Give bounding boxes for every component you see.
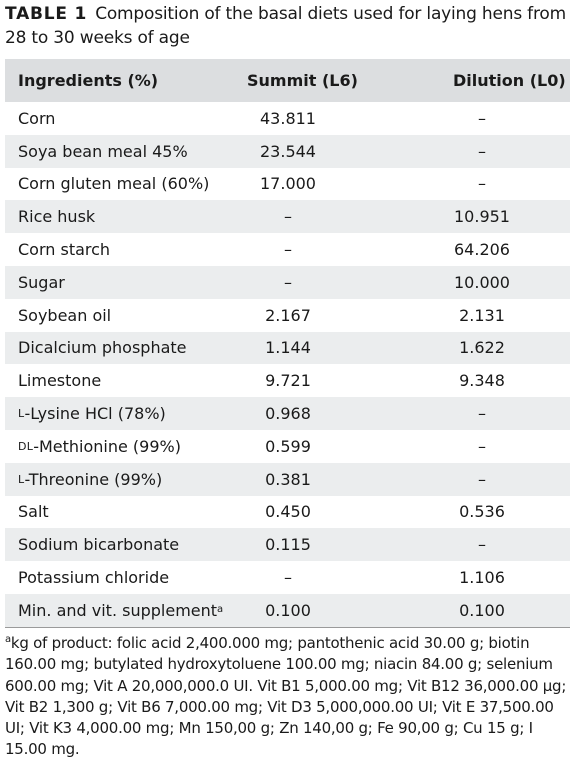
ingredient-name: Corn starch xyxy=(18,240,111,260)
dilution-value: – xyxy=(478,469,486,489)
ingredient-name: -Threonine (99%) xyxy=(24,469,163,489)
ingredient-cell: Min. and vit. supplement a xyxy=(18,600,224,620)
summit-value: 9.721 xyxy=(265,371,311,391)
table-caption: TABLE 1 Composition of the basal diets us… xyxy=(5,2,570,50)
table-row: Corn gluten meal (60%) 17.000 – xyxy=(5,168,570,201)
composition-table: Ingredients (%) Summit (L6) Dilution (L0… xyxy=(5,59,570,628)
summit-value: – xyxy=(284,240,292,260)
summit-value: 17.000 xyxy=(260,174,316,194)
ingredient-name: Rice husk xyxy=(18,207,96,227)
table-row: L -Lysine HCl (78%) 0.968 – xyxy=(5,397,570,430)
dilution-value: 10.951 xyxy=(454,207,510,227)
dilution-value: 10.000 xyxy=(454,272,510,292)
ingredient-name: Sodium bicarbonate xyxy=(18,535,180,555)
ingredient-name: Soya bean meal 45% xyxy=(18,141,188,161)
footnote-marker: a xyxy=(5,634,11,645)
ingredient-cell: Soya bean meal 45% xyxy=(18,135,188,168)
dilution-value: 1.622 xyxy=(459,338,505,358)
dilution-value: – xyxy=(478,108,486,128)
table-header-row: Ingredients (%) Summit (L6) Dilution (L0… xyxy=(5,59,570,102)
header-dilution: Dilution (L0) xyxy=(453,71,566,90)
ingredient-name: Dicalcium phosphate xyxy=(18,338,187,358)
ingredient-name: Min. and vit. supplement xyxy=(18,600,218,620)
table-row: Potassium chloride – 1.106 xyxy=(5,561,570,594)
summit-value: 23.544 xyxy=(260,141,316,161)
ingredient-cell: Soybean oil xyxy=(18,299,111,332)
summit-value: 0.100 xyxy=(265,600,311,620)
dilution-value: – xyxy=(478,535,486,555)
dilution-value: 1.106 xyxy=(459,568,505,588)
table-row: L -Threonine (99%) 0.381 – xyxy=(5,462,570,496)
table-row: Salt 0.450 0.536 xyxy=(5,496,570,529)
ingredient-cell: Limestone xyxy=(18,364,101,397)
dilution-value: 2.131 xyxy=(459,305,505,325)
stereo-prefix: L xyxy=(18,407,25,421)
header-ingredients: Ingredients (%) xyxy=(18,71,159,90)
summit-value: 0.599 xyxy=(265,436,311,456)
ingredient-cell: Corn xyxy=(18,102,55,135)
summit-value: – xyxy=(284,568,292,588)
ingredient-name: Potassium chloride xyxy=(18,568,170,588)
table-row: Corn starch – 64.206 xyxy=(5,233,570,266)
table-row: DL -Methionine (99%) 0.599 – xyxy=(5,430,570,463)
ingredient-name: Corn xyxy=(18,108,56,128)
ingredient-name: Soybean oil xyxy=(18,305,112,325)
ingredient-cell: Rice husk xyxy=(18,200,95,233)
summit-value: 1.144 xyxy=(265,338,311,358)
table-row: Rice husk – 10.951 xyxy=(5,200,570,234)
ingredient-cell: Sugar xyxy=(18,266,65,299)
ingredient-cell: L -Lysine HCl (78%) xyxy=(18,397,166,430)
table-bottom-rule xyxy=(5,626,570,628)
table-row: Min. and vit. supplement a 0.100 0.100 xyxy=(5,593,570,627)
summit-value: – xyxy=(284,272,292,292)
dilution-value: – xyxy=(478,141,486,161)
ingredient-name: Limestone xyxy=(18,371,102,391)
table-row: Soybean oil 2.167 2.131 xyxy=(5,299,570,332)
ingredient-cell: Potassium chloride xyxy=(18,561,169,594)
ingredient-cell: Dicalcium phosphate xyxy=(18,332,187,365)
table-label: TABLE 1 xyxy=(5,4,88,24)
ingredient-cell: Corn starch xyxy=(18,233,110,266)
summit-value: 2.167 xyxy=(265,305,311,325)
ingredient-cell: DL -Methionine (99%) xyxy=(18,430,181,463)
caption-text: Composition of the basal diets used for … xyxy=(5,4,566,48)
dilution-value: – xyxy=(478,436,486,456)
dilution-value: 9.348 xyxy=(459,371,505,391)
stereo-prefix: L xyxy=(18,472,25,486)
ingredient-cell: Corn gluten meal (60%) xyxy=(18,168,209,201)
table-row: Dicalcium phosphate 1.144 1.622 xyxy=(5,331,570,365)
ingredient-name: -Methionine (99%) xyxy=(33,436,181,456)
dilution-value: 64.206 xyxy=(454,240,510,260)
table-footnote: akg of product: folic acid 2,400.000 mg;… xyxy=(5,633,573,761)
footnote-text: kg of product: folic acid 2,400.000 mg; … xyxy=(5,634,567,759)
table-body: Corn 43.811– Soya bean meal 45% 23.544– Corn… xyxy=(5,102,570,627)
table-row: Limestone 9.721 9.348 xyxy=(5,364,570,397)
stereo-prefix: DL xyxy=(18,439,34,453)
summit-value: 0.381 xyxy=(265,469,311,489)
table-row: Sodium bicarbonate 0.115 – xyxy=(5,528,570,562)
summit-value: – xyxy=(284,207,292,227)
dilution-value: – xyxy=(478,174,486,194)
ingredient-name: Salt xyxy=(18,502,49,522)
summit-value: 0.968 xyxy=(265,404,311,424)
table-row: Sugar – 10.000 xyxy=(5,265,570,299)
ingredient-cell: L -Threonine (99%) xyxy=(18,463,162,496)
ingredient-name: Sugar xyxy=(18,272,65,292)
ingredient-name: Corn gluten meal (60%) xyxy=(18,174,210,194)
dilution-value: – xyxy=(478,404,486,424)
ingredient-cell: Salt xyxy=(18,496,49,529)
dilution-value: 0.100 xyxy=(459,600,505,620)
summit-value: 0.450 xyxy=(265,502,311,522)
ingredient-cell: Sodium bicarbonate xyxy=(18,528,179,561)
ingredient-name: -Lysine HCl (78%) xyxy=(24,404,166,424)
table-row: Soya bean meal 45% 23.544 – xyxy=(5,134,570,168)
summit-value: 43.811 xyxy=(260,108,316,128)
summit-value: 0.115 xyxy=(265,535,311,555)
dilution-value: 0.536 xyxy=(459,502,505,522)
header-summit: Summit (L6) xyxy=(247,71,358,90)
table-row: Corn 43.811 – xyxy=(5,102,570,135)
